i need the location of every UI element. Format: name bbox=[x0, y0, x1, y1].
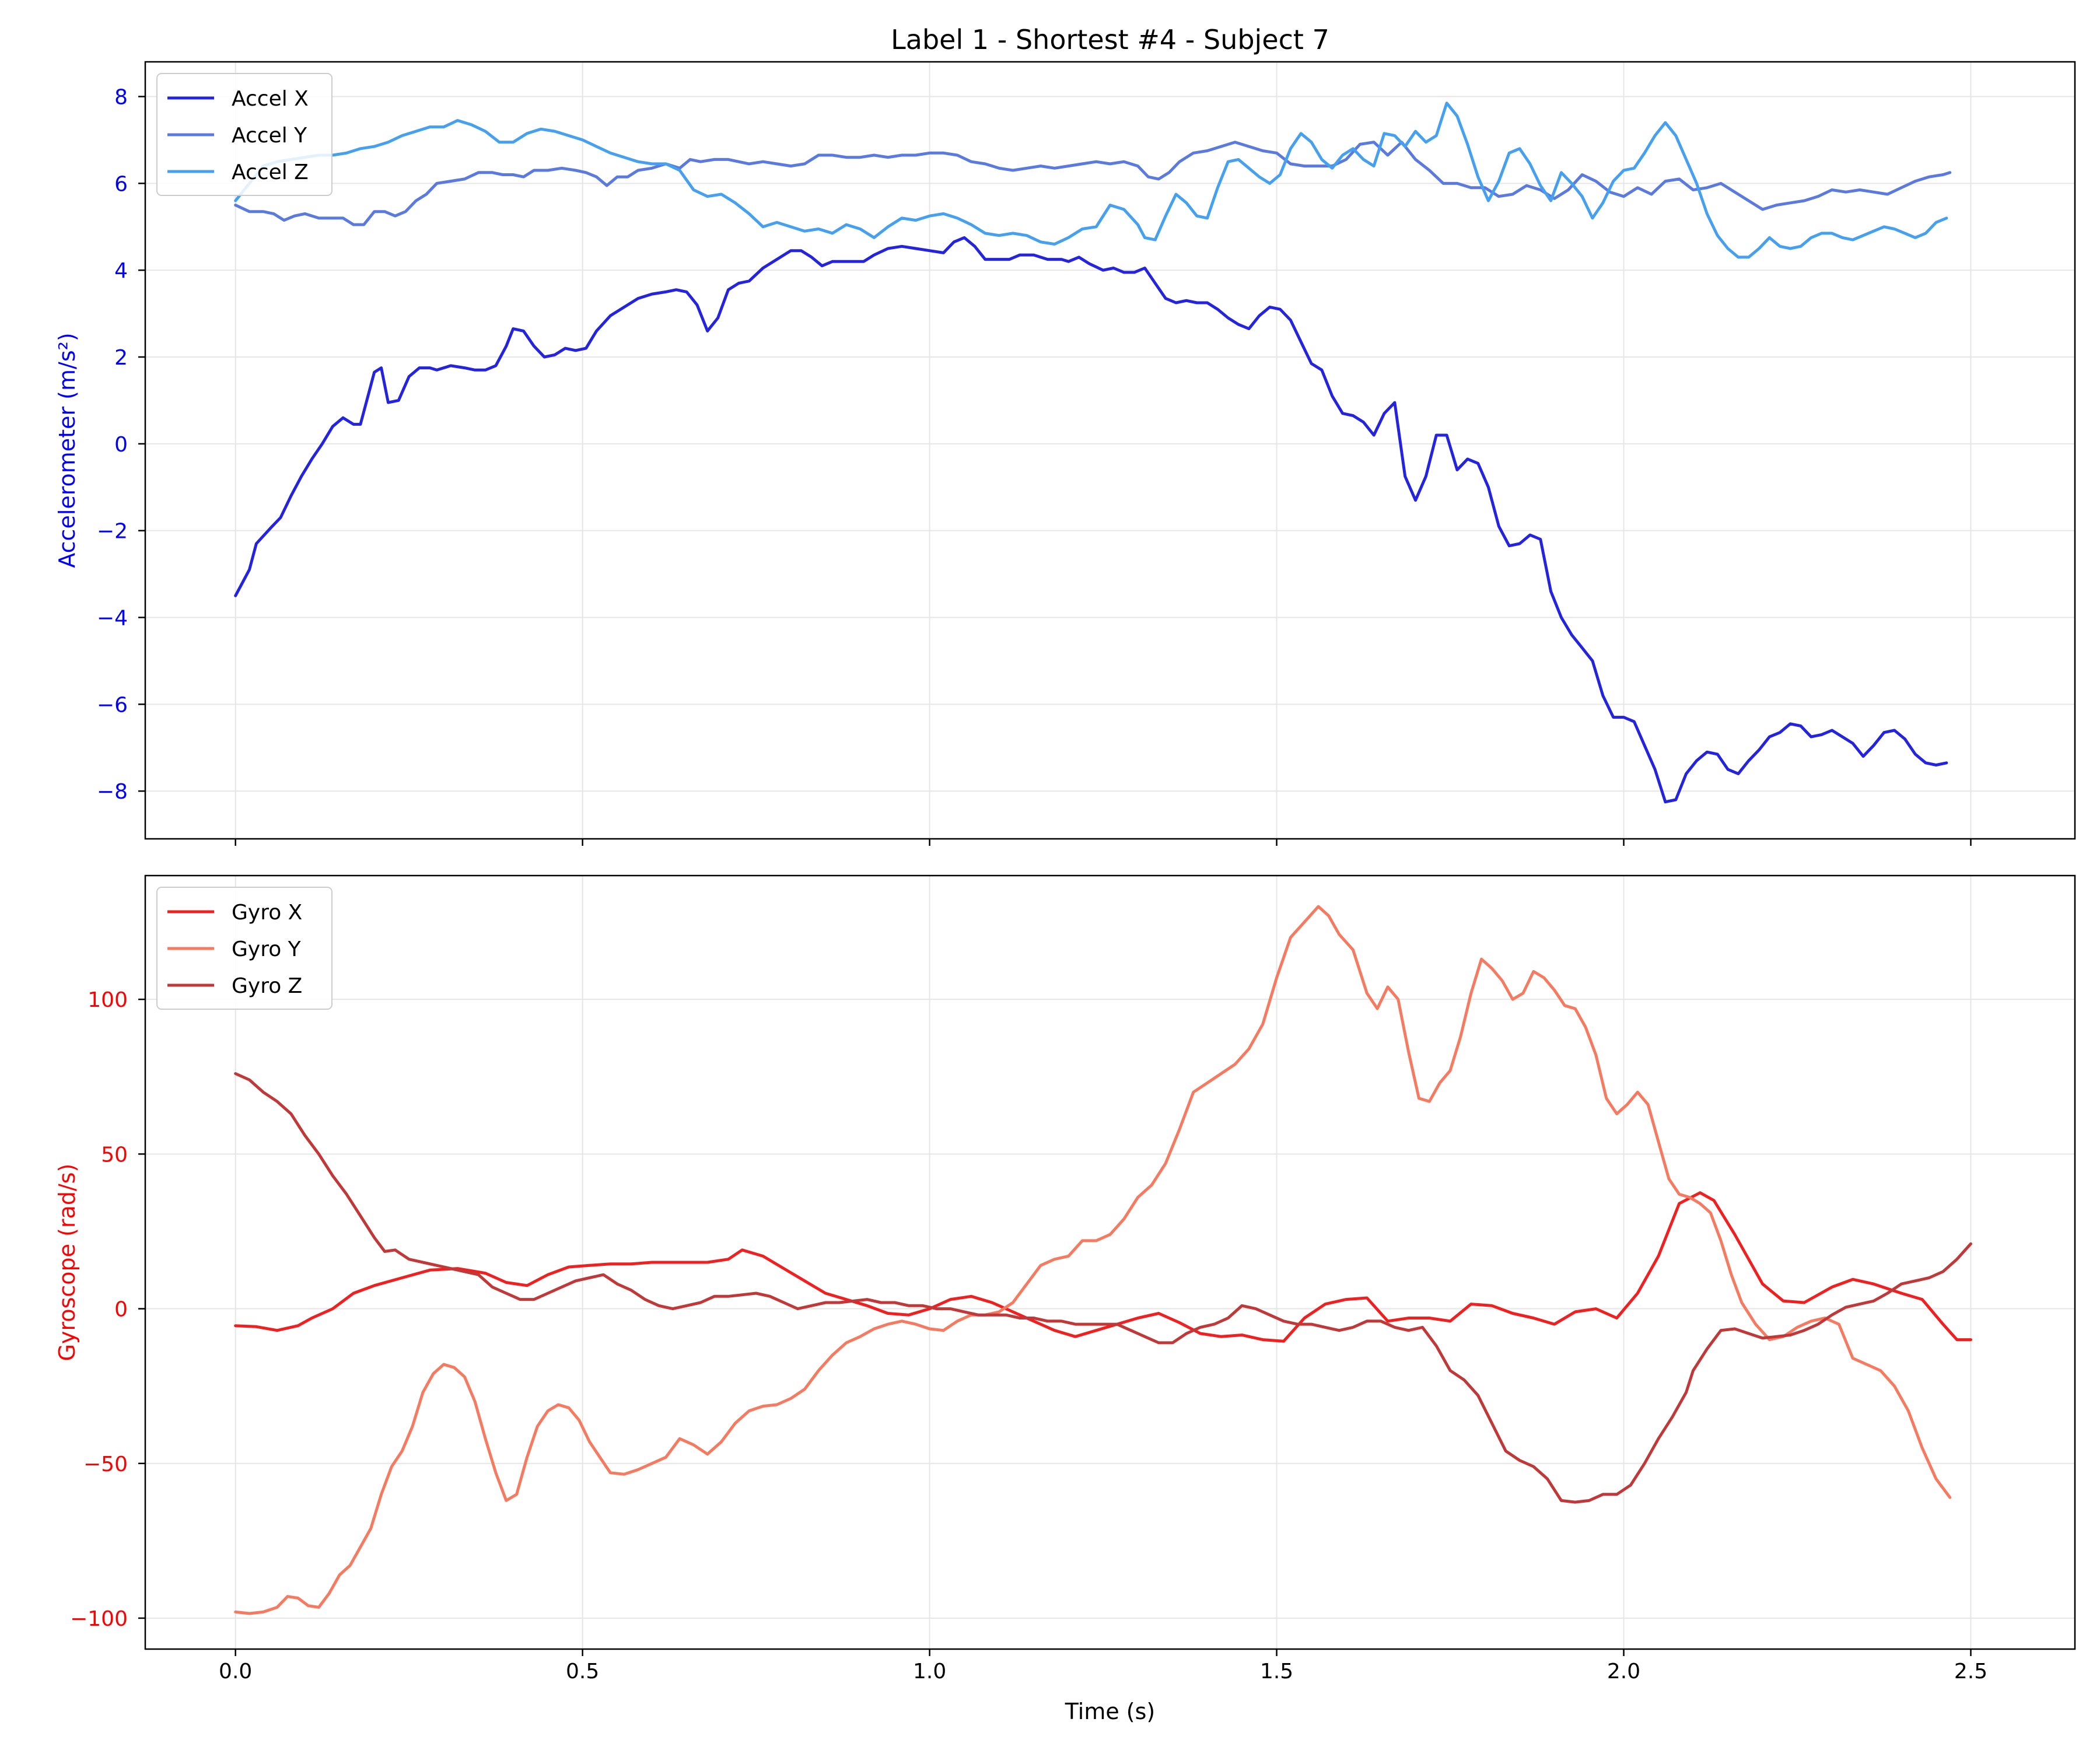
chart-title: Label 1 - Shortest #4 - Subject 7 bbox=[891, 24, 1329, 55]
accel-ytick-label-3: 2 bbox=[114, 346, 128, 370]
accel-legend-label-0: Accel X bbox=[232, 87, 309, 111]
series-line-accel-z bbox=[234, 102, 1948, 259]
gyro-legend-label-1: Gyro Y bbox=[232, 937, 302, 961]
accel-ytick-label-6: −4 bbox=[97, 606, 128, 630]
accel-axes-frame bbox=[144, 61, 2076, 840]
gyro-xtick-label-4: 2.0 bbox=[1607, 1660, 1640, 1684]
gyro-ytick-label-3: −50 bbox=[83, 1452, 128, 1476]
accelerometer-panel: 8 6 4 2 0 −2 −4 −6 −8 Accelerometer (m/s²) Accel X… bbox=[54, 61, 2076, 846]
gyro-legend-box bbox=[156, 887, 332, 1010]
accel-ytick-label-2: 4 bbox=[114, 259, 128, 283]
accel-ytick-label-7: −6 bbox=[97, 693, 128, 717]
gyro-xtick-label-2: 1.0 bbox=[913, 1660, 946, 1684]
accel-y-axis-label: Accelerometer (m/s²) bbox=[54, 332, 80, 568]
accel-series-group bbox=[234, 102, 1952, 804]
gyro-x-axis-label: Time (s) bbox=[1065, 1699, 1156, 1724]
accel-legend: Accel X Accel Y Accel Z bbox=[156, 73, 332, 196]
gyro-ytick-label-2: 0 bbox=[114, 1298, 128, 1322]
series-line-gyro-z bbox=[234, 1072, 1972, 1504]
accel-ytick-label-8: −8 bbox=[97, 780, 128, 804]
gyro-xtick-label-5: 2.5 bbox=[1954, 1660, 1987, 1684]
series-line-accel-y bbox=[234, 141, 1952, 226]
gyro-ytick-label-4: −100 bbox=[70, 1607, 128, 1631]
gyro-ytick-label-1: 50 bbox=[101, 1143, 128, 1167]
gyro-axes-frame bbox=[144, 874, 2076, 1650]
accel-legend-label-1: Accel Y bbox=[232, 124, 307, 148]
gyroscope-panel: 0.0 0.5 1.0 1.5 2.0 2.5 100 50 0 −50 −100 Gyroscope… bbox=[54, 874, 2076, 1724]
gyro-legend: Gyro X Gyro Y Gyro Z bbox=[156, 887, 332, 1010]
accel-ytick-label-5: −2 bbox=[97, 520, 128, 544]
gyro-ytick-label-0: 100 bbox=[88, 988, 128, 1012]
gyro-xtick-label-0: 0.0 bbox=[219, 1660, 252, 1684]
series-line-accel-x bbox=[234, 236, 1948, 804]
accel-ytick-label-1: 6 bbox=[114, 172, 128, 196]
accel-ytick-label-0: 8 bbox=[114, 86, 128, 110]
accel-legend-box bbox=[156, 73, 332, 196]
series-line-gyro-y bbox=[234, 905, 1952, 1615]
accel-ytick-label-4: 0 bbox=[114, 433, 128, 457]
accel-legend-label-2: Accel Z bbox=[232, 160, 309, 184]
gyro-legend-label-2: Gyro Z bbox=[232, 974, 302, 998]
gyro-y-axis-label: Gyroscope (rad/s) bbox=[54, 1164, 80, 1362]
gyro-xtick-label-3: 1.5 bbox=[1260, 1660, 1293, 1684]
gyro-series-group bbox=[234, 905, 1972, 1615]
gyro-xtick-label-1: 0.5 bbox=[566, 1660, 599, 1684]
gyro-legend-label-0: Gyro X bbox=[232, 901, 302, 925]
